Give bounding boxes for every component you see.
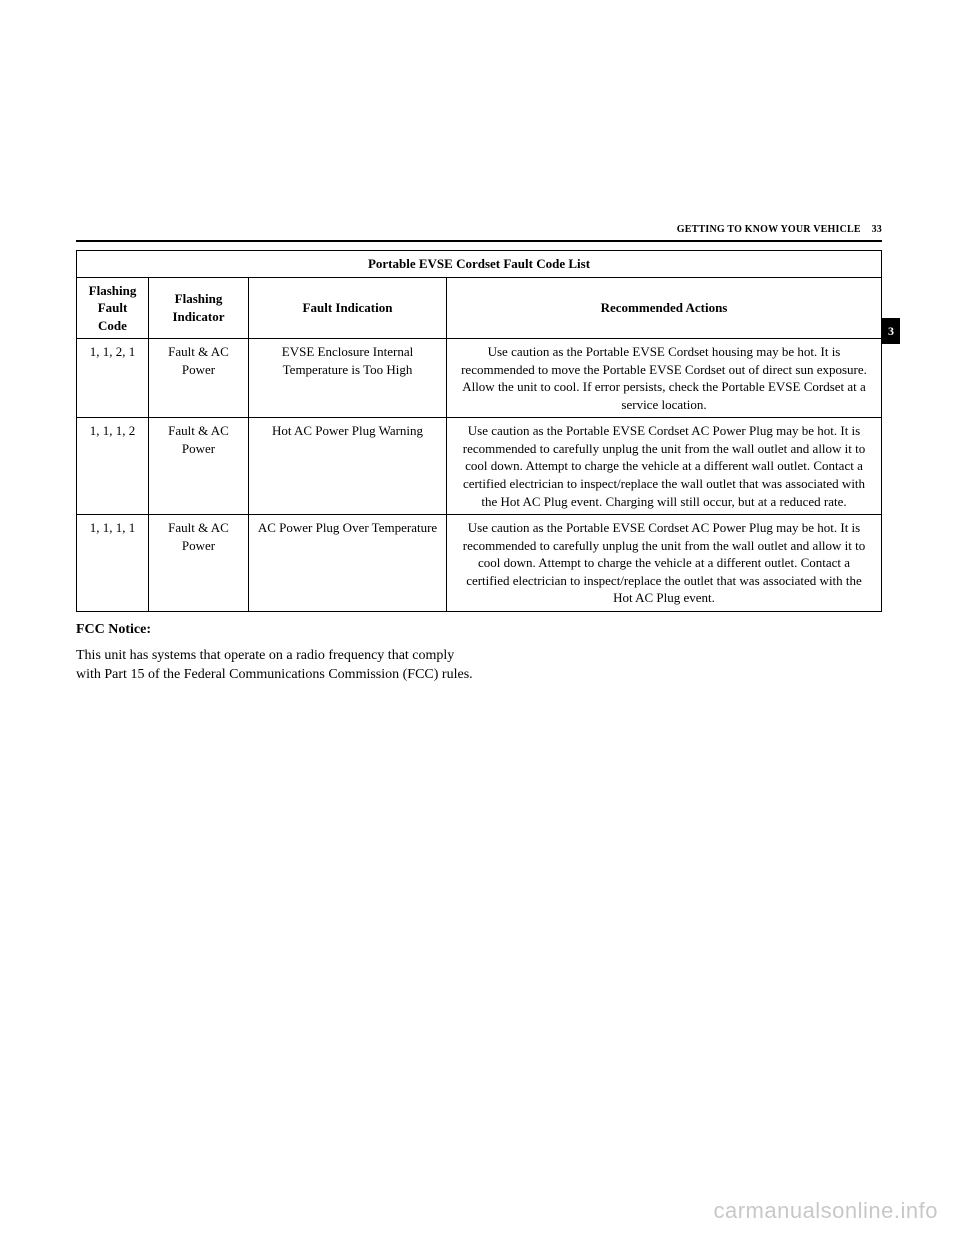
cell-code: 1, 1, 2, 1 <box>77 339 149 418</box>
cell-code: 1, 1, 1, 1 <box>77 515 149 612</box>
watermark: carmanualsonline.info <box>713 1198 938 1224</box>
cell-fault: AC Power Plug Over Temperature <box>249 515 447 612</box>
table-title: Portable EVSE Cordset Fault Code List <box>77 251 882 278</box>
table-row: 1, 1, 2, 1 Fault & AC Power EVSE Enclosu… <box>77 339 882 418</box>
cell-code: 1, 1, 1, 2 <box>77 418 149 515</box>
page-number: 33 <box>872 224 882 235</box>
section-tab-number: 3 <box>888 324 894 339</box>
page-content: GETTING TO KNOW YOUR VEHICLE 33 3 Portab… <box>76 240 882 685</box>
fcc-notice-body: This unit has systems that operate on a … <box>76 646 476 685</box>
fcc-notice-title: FCC Notice: <box>76 622 882 638</box>
table-row: 1, 1, 1, 1 Fault & AC Power AC Power Plu… <box>77 515 882 612</box>
running-head: GETTING TO KNOW YOUR VEHICLE 33 <box>671 224 882 235</box>
table-header-row: Flashing Fault Code Flashing Indicator F… <box>77 277 882 339</box>
running-head-text: GETTING TO KNOW YOUR VEHICLE <box>677 224 861 235</box>
cell-indicator: Fault & AC Power <box>149 418 249 515</box>
header-rule: GETTING TO KNOW YOUR VEHICLE 33 <box>76 240 882 242</box>
col-header-indicator: Flashing Indicator <box>149 277 249 339</box>
table-title-row: Portable EVSE Cordset Fault Code List <box>77 251 882 278</box>
col-header-actions: Recommended Actions <box>447 277 882 339</box>
cell-actions: Use caution as the Portable EVSE Cordset… <box>447 418 882 515</box>
cell-fault: Hot AC Power Plug Warning <box>249 418 447 515</box>
col-header-fault: Fault Indication <box>249 277 447 339</box>
cell-indicator: Fault & AC Power <box>149 339 249 418</box>
cell-actions: Use caution as the Portable EVSE Cordset… <box>447 515 882 612</box>
section-tab: 3 <box>882 318 900 344</box>
table-row: 1, 1, 1, 2 Fault & AC Power Hot AC Power… <box>77 418 882 515</box>
col-header-code: Flashing Fault Code <box>77 277 149 339</box>
cell-actions: Use caution as the Portable EVSE Cordset… <box>447 339 882 418</box>
fault-code-table: Portable EVSE Cordset Fault Code List Fl… <box>76 250 882 612</box>
cell-indicator: Fault & AC Power <box>149 515 249 612</box>
cell-fault: EVSE Enclosure Internal Temperature is T… <box>249 339 447 418</box>
